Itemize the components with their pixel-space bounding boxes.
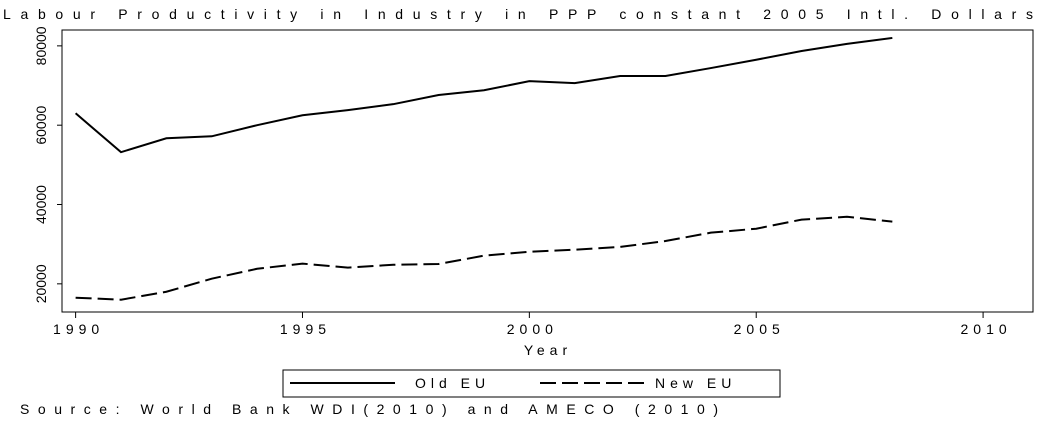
y-tick-label: 80000 [33, 26, 49, 65]
x-axis-label: Year [524, 342, 572, 358]
legend-label: Old EU [415, 375, 490, 391]
x-tick-label: 1995 [280, 321, 331, 337]
y-tick-label: 60000 [33, 106, 49, 145]
source-note: Source: World Bank WDI(2010) and AMECO (… [20, 401, 718, 417]
legend-box [282, 369, 781, 398]
x-tick-label: 2010 [961, 321, 1012, 337]
y-tick-label: 20000 [33, 264, 49, 303]
series-line [74, 36, 893, 154]
y-tick-label: 40000 [33, 185, 49, 224]
x-tick-label: 2005 [734, 321, 785, 337]
plot-frame [61, 29, 1034, 313]
chart-title: Labour Productivity in Industry in PPP c… [3, 6, 1033, 22]
x-tick-label: 1990 [53, 321, 104, 337]
series-line [75, 215, 893, 301]
legend-label: New EU [655, 375, 736, 391]
x-tick-label: 2000 [507, 321, 558, 337]
